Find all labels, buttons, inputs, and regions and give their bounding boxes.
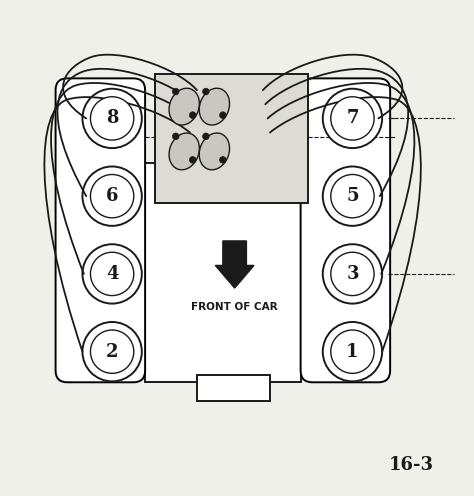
Bar — [145, 164, 301, 382]
Circle shape — [91, 175, 134, 218]
FancyBboxPatch shape — [301, 78, 390, 382]
Circle shape — [190, 157, 196, 163]
Text: 6: 6 — [106, 187, 118, 205]
FancyBboxPatch shape — [55, 78, 145, 382]
Text: 5: 5 — [346, 187, 359, 205]
Ellipse shape — [199, 88, 229, 125]
Circle shape — [323, 244, 382, 304]
Text: 1: 1 — [346, 343, 359, 361]
Circle shape — [91, 252, 134, 296]
Circle shape — [91, 330, 134, 373]
Circle shape — [331, 175, 374, 218]
Circle shape — [82, 89, 142, 148]
Bar — [197, 375, 270, 401]
Text: 4: 4 — [106, 265, 118, 283]
Circle shape — [91, 97, 134, 140]
Circle shape — [173, 133, 179, 139]
Ellipse shape — [199, 133, 229, 170]
Bar — [155, 73, 308, 203]
Ellipse shape — [169, 133, 200, 170]
Text: 7: 7 — [346, 110, 359, 127]
Circle shape — [323, 167, 382, 226]
Circle shape — [82, 167, 142, 226]
Circle shape — [82, 244, 142, 304]
Circle shape — [82, 322, 142, 381]
Circle shape — [323, 89, 382, 148]
Circle shape — [331, 97, 374, 140]
Circle shape — [331, 330, 374, 373]
Circle shape — [219, 157, 226, 163]
Text: 8: 8 — [106, 110, 118, 127]
Circle shape — [202, 133, 209, 139]
Text: 16-3: 16-3 — [389, 456, 434, 474]
Circle shape — [219, 112, 226, 119]
Circle shape — [331, 252, 374, 296]
Circle shape — [173, 88, 179, 95]
Ellipse shape — [169, 88, 200, 125]
Text: FRONT OF CAR: FRONT OF CAR — [191, 302, 278, 312]
FancyArrow shape — [215, 241, 254, 288]
Circle shape — [202, 88, 209, 95]
Circle shape — [323, 322, 382, 381]
Text: 2: 2 — [106, 343, 118, 361]
Text: 3: 3 — [346, 265, 359, 283]
Circle shape — [190, 112, 196, 119]
